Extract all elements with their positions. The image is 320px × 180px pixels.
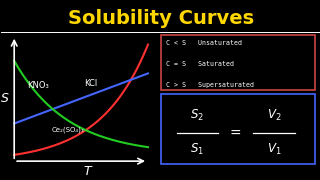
FancyBboxPatch shape bbox=[161, 35, 315, 90]
Text: $V_2$: $V_2$ bbox=[267, 108, 281, 123]
Text: Solubility Curves: Solubility Curves bbox=[68, 9, 254, 28]
Text: C < S   Unsaturated: C < S Unsaturated bbox=[165, 40, 242, 46]
Text: T: T bbox=[84, 165, 91, 178]
Text: C = S   Saturated: C = S Saturated bbox=[165, 60, 234, 67]
Text: $S_1$: $S_1$ bbox=[190, 142, 204, 157]
Text: Ce₂(SO₄)₃: Ce₂(SO₄)₃ bbox=[52, 127, 84, 133]
Text: KNO₃: KNO₃ bbox=[28, 81, 49, 90]
FancyBboxPatch shape bbox=[161, 94, 315, 164]
Text: $V_1$: $V_1$ bbox=[267, 142, 281, 157]
Text: C > S   Supersaturated: C > S Supersaturated bbox=[165, 82, 253, 88]
Text: =: = bbox=[230, 126, 241, 140]
Text: S: S bbox=[1, 92, 9, 105]
Text: $S_2$: $S_2$ bbox=[190, 108, 204, 123]
Text: KCl: KCl bbox=[84, 79, 97, 88]
